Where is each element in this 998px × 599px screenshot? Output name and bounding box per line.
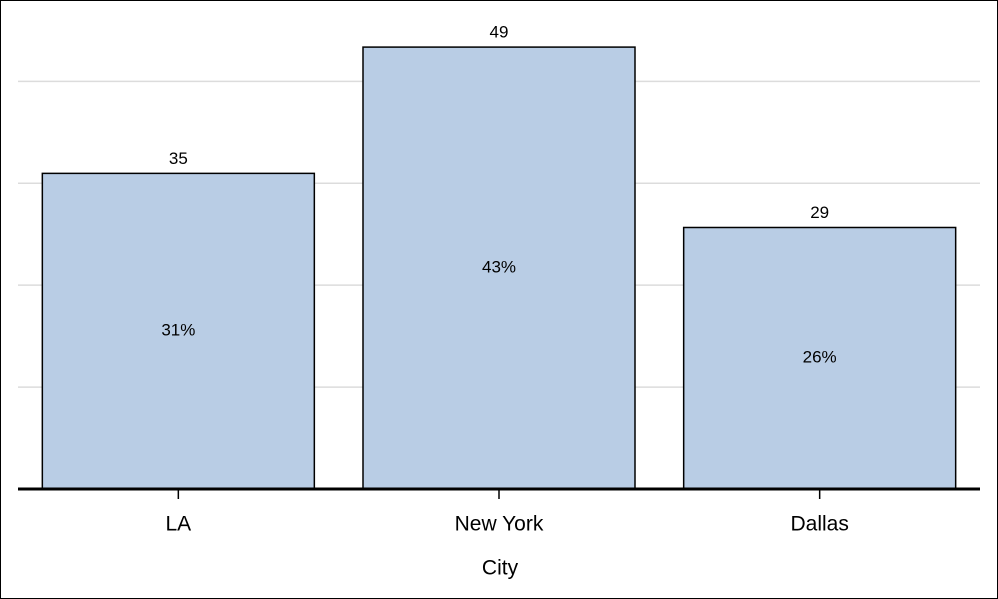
x-tick-label: Dallas	[790, 513, 848, 536]
x-tick-label: LA	[165, 513, 191, 536]
count-label: 35	[169, 149, 188, 168]
bar	[682, 226, 957, 490]
bar	[41, 172, 316, 490]
bar	[362, 46, 636, 490]
value-label: 31%	[161, 321, 195, 340]
count-label: 49	[490, 23, 509, 42]
value-label: 26%	[803, 348, 837, 367]
count-label: 29	[810, 203, 829, 222]
value-label: 43%	[482, 258, 516, 277]
x-tick-label: New York	[455, 513, 544, 536]
x-axis-title: City	[482, 557, 519, 580]
